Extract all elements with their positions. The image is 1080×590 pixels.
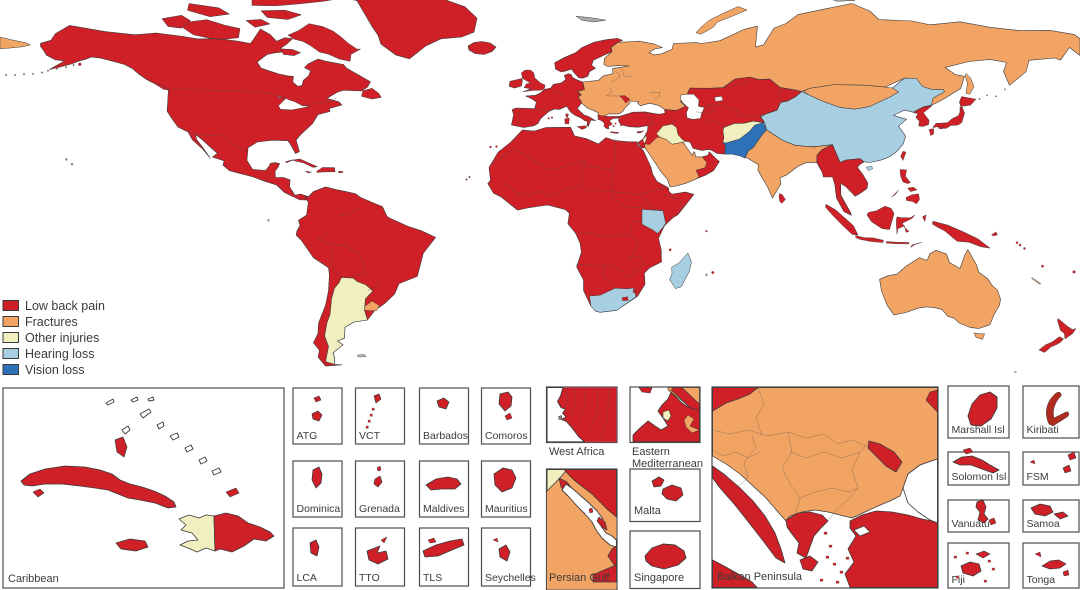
svg-text:West Africa: West Africa [549, 446, 605, 458]
svg-text:Persian Gulf: Persian Gulf [549, 572, 610, 584]
svg-text:Barbados: Barbados [423, 430, 468, 442]
svg-text:Marshall Isl: Marshall Isl [952, 424, 1005, 436]
svg-text:Comoros: Comoros [485, 430, 528, 442]
svg-text:Mediterranean: Mediterranean [632, 458, 703, 470]
svg-text:FSM: FSM [1027, 471, 1049, 483]
svg-text:LCA: LCA [297, 572, 317, 584]
svg-text:Other injuries: Other injuries [25, 331, 99, 345]
svg-text:Samoa: Samoa [1027, 518, 1060, 530]
svg-text:Seychelles: Seychelles [485, 572, 536, 584]
svg-text:Maldives: Maldives [423, 503, 464, 515]
svg-text:ATG: ATG [297, 430, 318, 442]
svg-text:Vision loss: Vision loss [25, 363, 85, 377]
svg-text:Solomon Isl: Solomon Isl [952, 471, 1007, 483]
svg-text:Tonga: Tonga [1027, 574, 1056, 586]
svg-text:Singapore: Singapore [634, 572, 684, 584]
svg-text:Low back pain: Low back pain [25, 299, 105, 313]
svg-text:Fractures: Fractures [25, 315, 78, 329]
svg-text:Caribbean: Caribbean [8, 573, 59, 585]
svg-text:Hearing loss: Hearing loss [25, 347, 94, 361]
svg-text:Balkan Peninsula: Balkan Peninsula [717, 571, 803, 583]
svg-text:Grenada: Grenada [359, 503, 400, 515]
svg-text:TLS: TLS [423, 572, 442, 584]
svg-text:Kiribati: Kiribati [1027, 424, 1059, 436]
svg-text:Malta: Malta [634, 505, 662, 517]
svg-text:Eastern: Eastern [632, 446, 670, 458]
svg-text:Fiji: Fiji [952, 574, 965, 586]
svg-text:Mauritius: Mauritius [485, 503, 528, 515]
svg-text:Dominica: Dominica [297, 503, 341, 515]
svg-text:TTO: TTO [359, 572, 380, 584]
svg-text:VCT: VCT [359, 430, 381, 442]
